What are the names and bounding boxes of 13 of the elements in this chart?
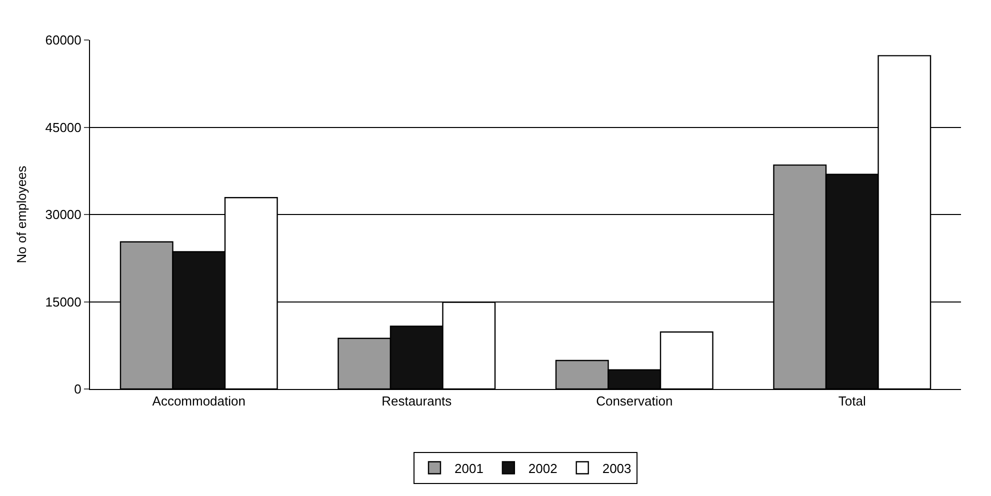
legend-label: 2001 [454,460,484,476]
y-tick-label: 15000 [45,294,82,310]
x-tick-label: Conservation [596,394,673,409]
y-tick-label: 0 [74,382,82,397]
x-tick-label: Restaurants [382,394,452,409]
y-tick-label: 60000 [45,32,82,48]
x-tick-label: Accommodation [152,394,246,409]
x-tick-label: Total [838,394,866,409]
legend-label: 2003 [602,460,632,476]
legend-label: 2002 [528,460,558,476]
y-tick-label: 30000 [45,207,82,222]
y-axis-title: No of employees [14,165,30,264]
y-tick-label: 45000 [45,120,82,135]
